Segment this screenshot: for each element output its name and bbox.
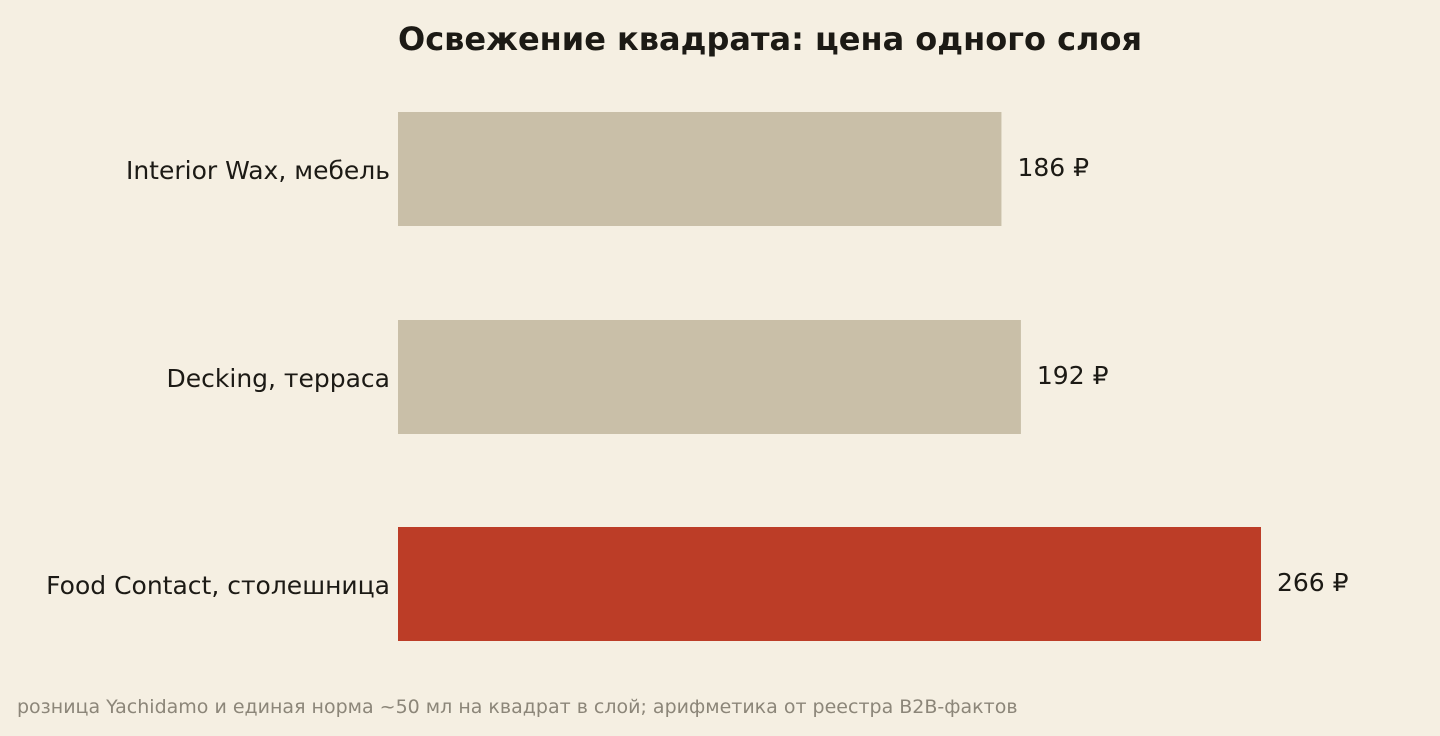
- value-label-1: 192 ₽: [1037, 361, 1109, 390]
- bar-2: [398, 527, 1261, 641]
- chart-footnote: розница Yachidamo и единая норма ~50 мл …: [17, 696, 1018, 718]
- bars-group: Interior Wax, мебель 186 ₽ Decking, террас…: [46, 112, 1349, 641]
- bar-0: [398, 112, 1002, 226]
- value-label-2: 266 ₽: [1277, 568, 1349, 597]
- chart-title: Освежение квадрата: цена одного слоя: [398, 20, 1142, 58]
- category-label-2: Food Contact, столешница: [46, 571, 390, 600]
- category-label-1: Decking, терраса: [167, 364, 390, 393]
- value-label-0: 186 ₽: [1017, 153, 1089, 182]
- bar-1: [398, 320, 1021, 434]
- category-label-0: Interior Wax, мебель: [126, 156, 390, 185]
